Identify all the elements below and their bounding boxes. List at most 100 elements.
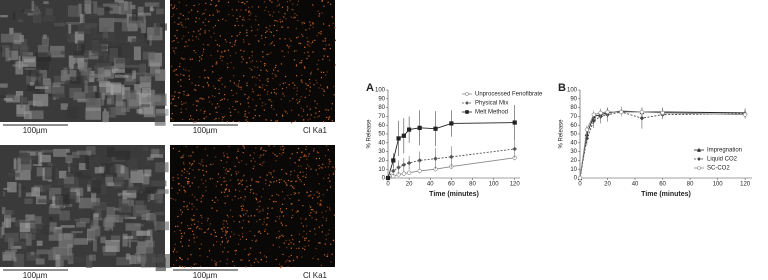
particle [142,173,150,185]
element-dot [261,37,263,40]
element-dot [184,191,186,193]
element-dot [187,224,189,227]
particle [37,199,52,204]
element-dot [246,186,248,188]
element-dot [193,237,195,239]
particle [109,6,122,14]
marker [577,175,583,181]
element-dot [248,106,250,108]
particle [84,0,92,14]
element-dot [188,70,190,72]
element-dot [251,178,253,180]
element-dot [228,157,230,159]
element-dot [308,78,311,81]
particle [128,16,144,24]
particle [35,258,45,265]
element-dot [281,50,284,52]
element-dot [188,155,190,157]
element-dot [291,8,293,11]
particle [3,98,13,101]
element-dot [293,87,295,89]
marker [391,168,396,174]
element-dot [260,148,262,150]
particle [156,8,164,15]
element-dot [315,169,317,171]
element-dot [208,30,210,32]
element-dot [197,220,199,223]
element-dot [263,221,265,223]
element-dot [291,153,293,155]
particle [98,92,105,106]
element-dot [238,33,241,36]
element-dot [293,59,296,61]
element-dot [290,16,293,18]
particle [35,6,39,10]
element-dot [310,194,312,196]
element-dot [171,177,174,179]
particle [30,233,36,240]
element-dot [183,167,185,170]
element-dot [295,180,297,183]
element-dot [179,63,181,65]
element-dot [273,11,275,13]
element-dot [180,185,183,187]
element-dot [222,223,224,225]
particle [84,52,94,55]
particle [92,85,97,92]
element-dot [245,163,247,166]
element-dot [328,163,330,165]
particle [111,235,121,242]
element-dot [179,265,181,267]
element-dot [234,250,236,252]
element-dot [316,82,318,84]
element-dot [191,9,193,11]
element-dot [283,95,286,97]
particle [140,19,146,34]
element-dot [327,55,329,57]
element-dot [251,30,253,32]
element-dot [203,12,205,15]
element-dot [250,61,252,63]
element-dot [284,75,287,78]
element-dot [275,220,277,222]
element-dot [180,237,183,239]
element-dot [237,150,239,153]
element-dot [270,119,272,121]
element-dot [258,261,260,264]
element-dot [226,168,228,170]
element-dot [320,199,322,201]
element-dot [275,237,278,239]
element-dot [286,1,288,3]
element-dot [290,170,292,173]
element-dot [181,174,183,176]
particle [67,33,83,43]
particle [24,198,33,205]
particle [15,90,24,96]
particle [128,239,131,248]
element-dot [333,214,336,216]
element-dot [226,263,228,265]
particle [2,191,6,197]
element-dot [288,243,290,245]
particle [19,220,31,233]
legend-label: Melt Method [475,110,508,116]
y-tick-label: 80 [378,105,385,111]
element-dot [320,31,322,33]
element-dot [216,44,218,46]
element-dot [176,29,178,32]
element-dot [314,116,316,119]
element-dot [248,10,250,12]
particle [140,191,144,194]
particle [92,26,108,39]
element-dot [307,84,310,87]
element-dot [173,249,176,251]
particle [15,170,31,181]
element-dot [287,265,289,268]
particle [23,111,32,120]
y-tick-label: 70 [378,114,385,120]
element-dot [243,199,245,201]
element-dot [246,1,248,3]
element-dot [332,166,334,168]
element-dot [296,256,298,258]
marker [396,165,401,170]
